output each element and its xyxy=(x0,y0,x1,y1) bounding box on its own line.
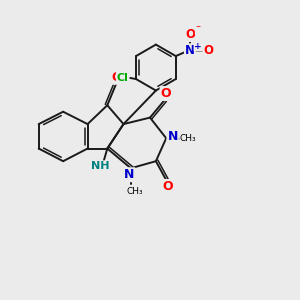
Text: O: O xyxy=(111,71,122,84)
Text: O: O xyxy=(162,180,173,193)
Text: +: + xyxy=(194,42,202,51)
Text: O: O xyxy=(185,28,195,41)
Text: ⁻: ⁻ xyxy=(196,24,201,34)
Text: NH: NH xyxy=(91,161,109,171)
Text: N: N xyxy=(185,44,195,57)
Text: CH₃: CH₃ xyxy=(126,187,143,196)
Text: O: O xyxy=(160,87,171,100)
Text: CH₃: CH₃ xyxy=(180,134,196,143)
Text: N: N xyxy=(124,168,135,181)
Text: Cl: Cl xyxy=(117,73,129,82)
Text: N: N xyxy=(167,130,178,143)
Text: O: O xyxy=(203,44,213,57)
